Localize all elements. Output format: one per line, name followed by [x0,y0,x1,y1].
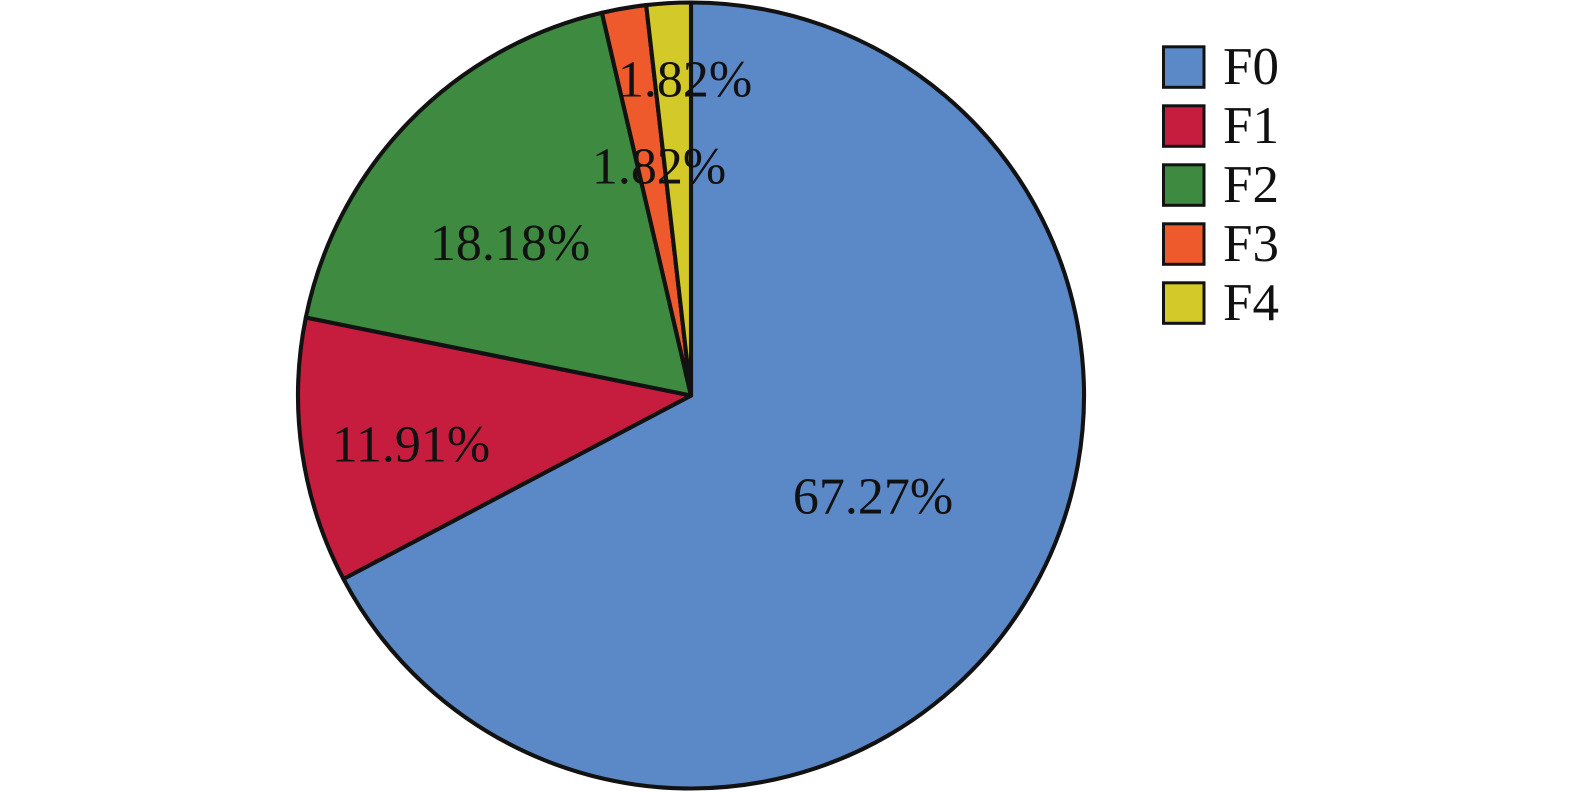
svg-text:F2: F2 [1223,156,1279,214]
svg-text:F1: F1 [1223,97,1279,155]
svg-text:F4: F4 [1223,274,1279,332]
svg-text:1.82%: 1.82% [592,139,726,196]
svg-text:F3: F3 [1223,215,1279,273]
svg-text:67.27%: 67.27% [793,469,953,526]
svg-text:11.91%: 11.91% [332,417,490,474]
svg-text:1.82%: 1.82% [618,52,752,109]
svg-text:18.18%: 18.18% [430,215,590,272]
svg-text:F0: F0 [1223,38,1279,96]
